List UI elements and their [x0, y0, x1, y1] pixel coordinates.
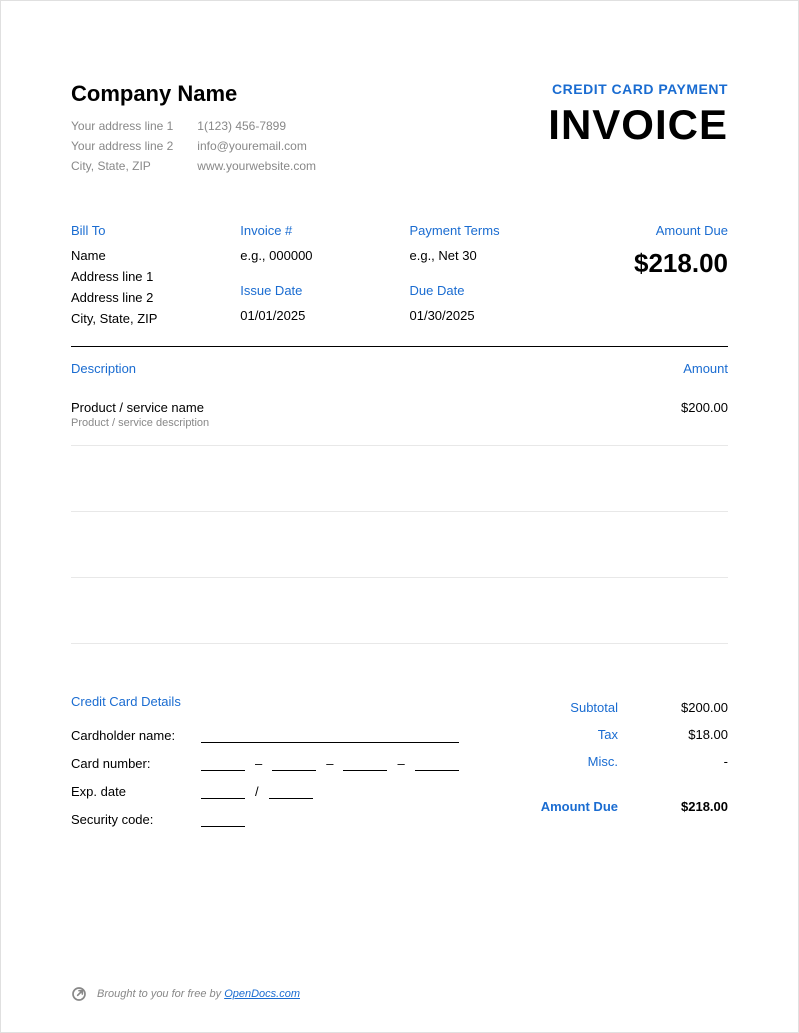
exp-slash: / — [253, 784, 261, 799]
footer-prefix: Brought to you for free by — [97, 988, 224, 1000]
misc-label: Misc. — [499, 754, 618, 769]
company-name: Company Name — [71, 81, 548, 107]
title-block: CREDIT CARD PAYMENT INVOICE — [548, 81, 728, 173]
meta-row: Bill To Name Address line 1 Address line… — [71, 223, 728, 326]
cardholder-label: Cardholder name: — [71, 728, 201, 743]
bill-to-name: Name — [71, 248, 220, 263]
company-email: info@youremail.com — [197, 139, 316, 153]
subtotal-label: Subtotal — [499, 700, 618, 715]
line-items: Description Amount Product / service nam… — [71, 346, 728, 644]
cardholder-field[interactable] — [201, 727, 459, 743]
line-item-row-empty — [71, 578, 728, 644]
bill-to-city-state-zip: City, State, ZIP — [71, 311, 220, 326]
company-phone: 1(123) 456-7899 — [197, 119, 316, 133]
exp-month-field[interactable] — [201, 783, 245, 799]
credit-card-payment-label: CREDIT CARD PAYMENT — [548, 81, 728, 97]
credit-card-block: Credit Card Details Cardholder name: Car… — [71, 694, 459, 839]
security-code-label: Security code: — [71, 812, 201, 827]
total-amount-due-value: $218.00 — [648, 799, 728, 814]
amount-header: Amount — [683, 361, 728, 376]
card-number-label: Card number: — [71, 756, 201, 771]
issue-date: 01/01/2025 — [240, 308, 389, 323]
line-item-name: Product / service name — [71, 400, 209, 415]
card-seg-4[interactable] — [415, 755, 459, 771]
bill-to-address1: Address line 1 — [71, 269, 220, 284]
security-code-field[interactable] — [201, 811, 245, 827]
line-item-row: Product / service name Product / service … — [71, 390, 728, 446]
bill-to-col: Bill To Name Address line 1 Address line… — [71, 223, 220, 326]
credit-card-title: Credit Card Details — [71, 694, 459, 709]
subtotal-value: $200.00 — [648, 700, 728, 715]
due-date: 01/30/2025 — [410, 308, 559, 323]
bill-to-label: Bill To — [71, 223, 220, 238]
payment-terms-col: Payment Terms e.g., Net 30 Due Date 01/3… — [410, 223, 559, 326]
exp-year-field[interactable] — [269, 783, 313, 799]
invoice-num-col: Invoice # e.g., 000000 Issue Date 01/01/… — [240, 223, 389, 326]
dash-1: – — [253, 756, 264, 771]
line-item-amount: $200.00 — [681, 400, 728, 435]
tax-value: $18.00 — [648, 727, 728, 742]
description-header: Description — [71, 361, 136, 376]
invoice-title: INVOICE — [548, 101, 728, 149]
totals-block: Subtotal $200.00 Tax $18.00 Misc. - Amou… — [499, 694, 728, 839]
tax-label: Tax — [499, 727, 618, 742]
invoice-num: e.g., 000000 — [240, 248, 389, 263]
company-city-state-zip: City, State, ZIP — [71, 159, 173, 173]
footer-text: Brought to you for free by OpenDocs.com — [97, 988, 300, 1000]
misc-value: - — [648, 754, 728, 769]
card-seg-1[interactable] — [201, 755, 245, 771]
amount-due-col: Amount Due $218.00 — [579, 223, 728, 326]
line-item-row-empty — [71, 446, 728, 512]
bottom-section: Credit Card Details Cardholder name: Car… — [71, 694, 728, 839]
footer-link[interactable]: OpenDocs.com — [224, 988, 300, 1000]
payment-terms: e.g., Net 30 — [410, 248, 559, 263]
payment-terms-label: Payment Terms — [410, 223, 559, 238]
bill-to-address2: Address line 2 — [71, 290, 220, 305]
footer: Brought to you for free by OpenDocs.com — [71, 986, 300, 1002]
card-seg-3[interactable] — [343, 755, 387, 771]
dash-3: – — [395, 756, 406, 771]
due-date-label: Due Date — [410, 283, 559, 298]
amount-due-big: $218.00 — [579, 248, 728, 279]
invoice-num-label: Invoice # — [240, 223, 389, 238]
dash-2: – — [324, 756, 335, 771]
company-address1: Your address line 1 — [71, 119, 173, 133]
card-seg-2[interactable] — [272, 755, 316, 771]
exp-date-label: Exp. date — [71, 784, 201, 799]
company-website: www.yourwebsite.com — [197, 159, 316, 173]
amount-due-label: Amount Due — [579, 223, 728, 238]
line-item-row-empty — [71, 512, 728, 578]
header: Company Name Your address line 1 Your ad… — [71, 81, 728, 173]
company-block: Company Name Your address line 1 Your ad… — [71, 81, 548, 173]
issue-date-label: Issue Date — [240, 283, 389, 298]
line-item-desc: Product / service description — [71, 417, 209, 429]
company-address2: Your address line 2 — [71, 139, 173, 153]
total-amount-due-label: Amount Due — [499, 799, 618, 814]
opendocs-icon — [71, 986, 87, 1002]
